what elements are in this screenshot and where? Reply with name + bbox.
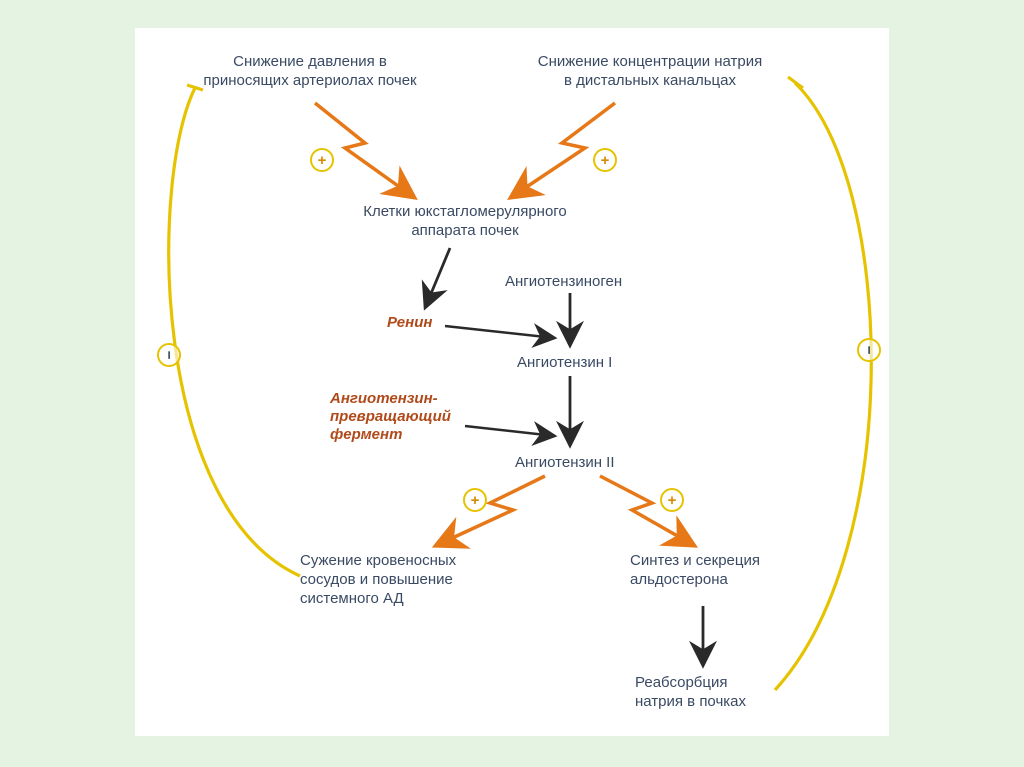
node-angiotensin2: Ангиотензин II: [515, 454, 635, 473]
node-renin: Ренин: [387, 314, 432, 332]
node-top-left: Снижение давления вприносящих артериолах…: [170, 53, 450, 91]
plus-icon: +: [660, 488, 684, 512]
node-vasoconstrict: Сужение кровеносныхсосудов и повышениеси…: [300, 552, 520, 608]
node-reabsorption: Реабсорбциянатрия в почках: [635, 674, 795, 712]
node-ace: Ангиотензин-превращающийфермент: [330, 390, 451, 444]
node-top-right: Снижение концентрации натрияв дистальных…: [500, 53, 800, 91]
plus-icon: +: [463, 488, 487, 512]
plus-icon: +: [310, 148, 334, 172]
node-angiotensinogen: Ангиотензиноген: [505, 273, 645, 292]
node-angiotensin1: Ангиотензин I: [517, 354, 637, 373]
plus-icon: +: [593, 148, 617, 172]
diagram-canvas: Снижение давления вприносящих артериолах…: [135, 28, 889, 736]
diagram-svg: [135, 28, 889, 736]
node-jga: Клетки юкстагломерулярногоаппарата почек: [340, 203, 590, 241]
minus-icon: −: [157, 343, 181, 367]
minus-icon: −: [857, 338, 881, 362]
node-aldosterone: Синтез и секрецияальдостерона: [630, 552, 810, 590]
